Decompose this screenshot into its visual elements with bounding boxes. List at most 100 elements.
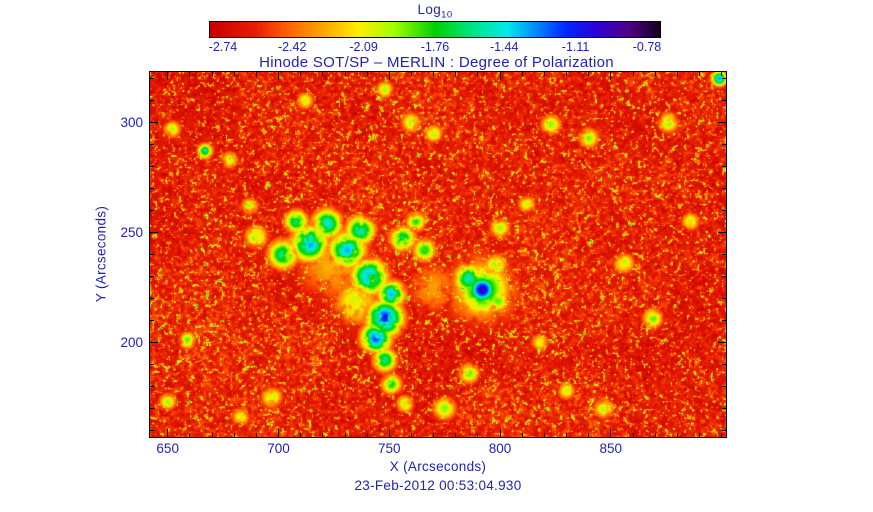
- y-axis-minor-tick: [150, 320, 154, 321]
- y-axis-major-tick: [150, 122, 158, 124]
- x-axis-major-tick: [388, 72, 390, 80]
- x-axis-minor-tick: [521, 72, 523, 76]
- x-axis-minor-tick: [211, 72, 213, 76]
- y-axis-major-tick: [150, 232, 158, 233]
- colorbar-tick-label: -2.74: [208, 40, 238, 54]
- plot-area: [149, 71, 727, 438]
- x-axis-minor-tick: [344, 433, 346, 437]
- y-axis-minor-tick: [722, 407, 726, 409]
- y-axis-minor-tick: [722, 298, 726, 299]
- x-axis-major-tick: [167, 429, 169, 437]
- x-axis-minor-tick: [189, 72, 191, 76]
- x-axis-minor-tick: [543, 433, 545, 437]
- x-axis-minor-tick: [676, 433, 678, 437]
- x-axis-minor-tick: [300, 433, 302, 437]
- x-axis-minor-tick: [300, 72, 302, 76]
- x-axis-minor-tick: [654, 72, 656, 76]
- x-axis-minor-tick: [433, 72, 435, 76]
- x-axis-major-tick: [278, 72, 279, 80]
- y-axis-minor-tick: [722, 210, 726, 211]
- x-axis-minor-tick: [632, 433, 634, 437]
- colorbar: [209, 21, 661, 38]
- x-axis-minor-tick: [721, 433, 723, 437]
- y-axis-minor-tick: [722, 166, 726, 167]
- y-axis-major-tick: [718, 122, 726, 124]
- x-axis-minor-tick: [255, 72, 257, 76]
- heatmap-canvas: [150, 72, 726, 437]
- x-axis-minor-tick: [322, 433, 324, 437]
- y-axis-minor-tick: [722, 276, 726, 277]
- y-axis-minor-tick: [150, 188, 154, 189]
- x-axis-tick-label: 700: [267, 441, 290, 456]
- colorbar-tick-label: -0.78: [632, 40, 662, 54]
- x-axis-minor-tick: [698, 433, 700, 437]
- x-axis-tick-label: 750: [378, 441, 401, 456]
- x-axis-minor-tick: [698, 72, 700, 76]
- x-axis-minor-tick: [588, 72, 590, 76]
- colorbar-tick-label: -2.42: [277, 40, 307, 54]
- colorbar-tick-label: -1.76: [420, 40, 450, 54]
- y-axis-minor-tick: [722, 254, 726, 255]
- y-axis-major-tick: [150, 342, 158, 343]
- x-axis-minor-tick: [566, 433, 567, 437]
- x-axis-minor-tick: [477, 433, 479, 437]
- x-axis-major-tick: [610, 72, 612, 80]
- x-axis-minor-tick: [543, 72, 545, 76]
- x-axis-major-tick: [278, 429, 279, 437]
- y-axis-tick-label: 300: [120, 114, 143, 130]
- x-axis-minor-tick: [433, 433, 435, 437]
- x-axis-label: X (Arcseconds): [389, 459, 487, 474]
- y-axis-minor-tick: [722, 144, 726, 146]
- y-axis-minor-tick: [150, 100, 154, 102]
- y-axis-minor-tick: [722, 363, 726, 365]
- x-axis-minor-tick: [455, 433, 457, 437]
- x-axis-major-tick: [610, 429, 612, 437]
- y-axis-minor-tick: [150, 298, 154, 299]
- x-axis-minor-tick: [477, 72, 479, 76]
- x-axis-minor-tick: [410, 433, 412, 437]
- x-axis-minor-tick: [233, 433, 235, 437]
- y-axis-label: Y (Arcseconds): [93, 205, 109, 303]
- y-axis-minor-tick: [150, 276, 154, 277]
- colorbar-title: Log10: [210, 2, 660, 21]
- y-axis-minor-tick: [150, 166, 154, 167]
- x-axis-minor-tick: [588, 433, 590, 437]
- x-axis-major-tick: [167, 72, 169, 80]
- y-axis-minor-tick: [150, 385, 154, 387]
- y-axis-minor-tick: [722, 320, 726, 321]
- y-axis-minor-tick: [722, 429, 726, 431]
- y-axis-tick-label: 250: [120, 224, 143, 240]
- x-axis-minor-tick: [255, 433, 257, 437]
- colorbar-gradient: [210, 22, 660, 37]
- y-axis-minor-tick: [150, 429, 154, 431]
- x-axis-minor-tick: [455, 72, 457, 76]
- x-axis-minor-tick: [676, 72, 678, 76]
- x-axis-tick-label: 850: [599, 441, 623, 456]
- colorbar-title-subscript: 10: [441, 9, 453, 21]
- x-axis-minor-tick: [233, 72, 235, 76]
- colorbar-tick-labels: -2.74 -2.42 -2.09 -1.76 -1.44 -1.11 -0.78: [208, 40, 662, 54]
- timestamp: 23-Feb-2012 00:53:04.930: [354, 478, 522, 493]
- colorbar-title-text: Log: [417, 2, 442, 17]
- y-axis-minor-tick: [150, 407, 154, 409]
- colorbar-tick-label: -1.11: [561, 40, 590, 54]
- y-axis-minor-tick: [722, 78, 726, 80]
- x-axis-minor-tick: [410, 72, 412, 76]
- x-axis-minor-tick: [632, 72, 634, 76]
- x-axis-tick-label: 800: [488, 441, 512, 456]
- y-axis-minor-tick: [150, 210, 154, 211]
- x-axis-minor-tick: [189, 433, 191, 437]
- x-axis-minor-tick: [521, 433, 523, 437]
- y-axis-minor-tick: [150, 78, 154, 80]
- x-axis-minor-tick: [721, 72, 723, 76]
- colorbar-tick-label: -2.09: [349, 40, 378, 54]
- x-axis-minor-tick: [566, 72, 567, 76]
- x-axis-minor-tick: [211, 433, 213, 437]
- x-axis-minor-tick: [654, 433, 656, 437]
- x-axis-major-tick: [499, 429, 501, 437]
- x-axis-minor-tick: [344, 72, 346, 76]
- x-axis-minor-tick: [366, 433, 368, 437]
- y-axis-major-tick: [718, 342, 726, 343]
- x-axis-minor-tick: [366, 72, 368, 76]
